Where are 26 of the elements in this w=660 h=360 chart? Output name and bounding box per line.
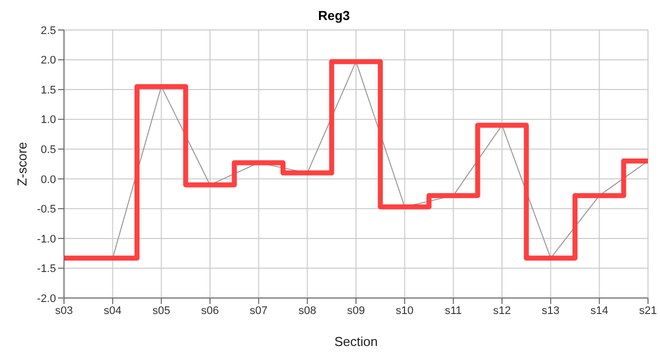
x-axis-title: Section <box>334 334 378 349</box>
y-tick-label: 0.0 <box>40 174 56 186</box>
x-tick-label: s12 <box>493 304 511 317</box>
chart-title: Reg3 <box>317 8 351 23</box>
x-tick-label: s05 <box>152 304 170 317</box>
y-tick-label: -1.5 <box>37 263 56 276</box>
y-tick-label: -1.0 <box>37 233 56 246</box>
x-tick-label: s13 <box>542 304 560 317</box>
x-tick-label: s08 <box>298 304 316 317</box>
y-tick-label: 2.0 <box>40 54 56 67</box>
x-tick-label: s10 <box>396 304 414 317</box>
x-tick-label: s07 <box>250 304 268 317</box>
x-tick-label: s11 <box>444 304 462 317</box>
y-tick-label: 0.5 <box>40 144 56 156</box>
x-tick-label: s06 <box>201 304 219 317</box>
x-tick-label: s21 <box>639 304 657 317</box>
x-tick-label: s04 <box>104 304 122 317</box>
y-tick-label: 1.5 <box>40 84 56 96</box>
x-tick-label: s03 <box>55 304 73 317</box>
y-axis-title: Z-score <box>14 142 30 186</box>
x-tick-label: s09 <box>347 304 365 317</box>
x-tick-label: s14 <box>590 304 608 317</box>
y-tick-label: -2.0 <box>37 292 56 305</box>
y-tick-label: 1.0 <box>40 114 56 126</box>
y-tick-label: 2.5 <box>40 24 56 37</box>
y-tick-label: -0.5 <box>37 204 56 216</box>
